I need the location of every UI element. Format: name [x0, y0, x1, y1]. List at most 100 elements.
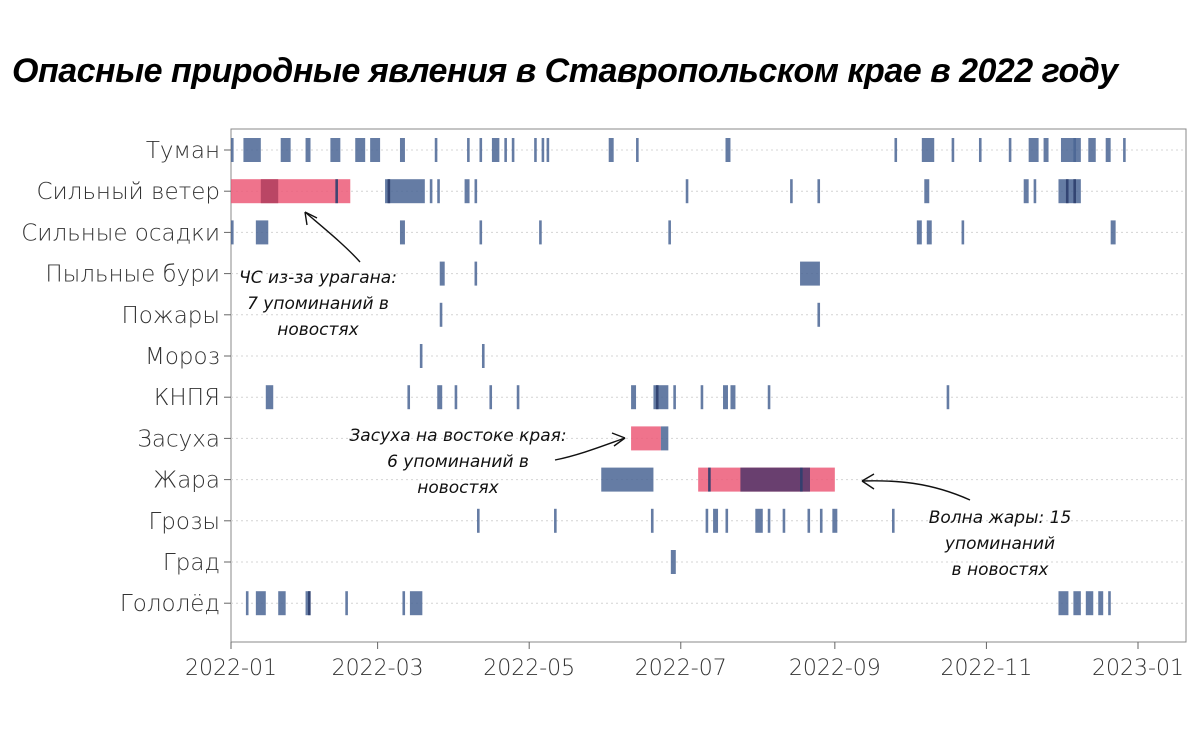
- annotation-text: ЧС из-за урагана:: [239, 268, 397, 288]
- event-bar: [355, 138, 366, 162]
- event-bar: [308, 591, 311, 616]
- x-tick-label: 2022-01: [185, 656, 277, 681]
- row-label: Сильный ветер: [36, 179, 220, 205]
- grid-lines: [230, 128, 1187, 643]
- event-bar: [479, 138, 483, 162]
- row-label: Мороз: [145, 344, 220, 370]
- event-bar: [740, 467, 810, 492]
- event-bar: [437, 179, 440, 204]
- event-bar: [723, 385, 728, 410]
- event-bar: [921, 138, 935, 162]
- event-bar: [1073, 591, 1081, 616]
- event-bar: [243, 138, 261, 162]
- event-bar: [1088, 138, 1096, 162]
- event-bar: [1043, 138, 1049, 162]
- event-bar: [800, 261, 820, 286]
- event-bar: [345, 591, 348, 616]
- row-label: Гололёд: [120, 591, 220, 617]
- row-label: Грозы: [148, 509, 220, 535]
- event-bar: [817, 302, 821, 327]
- event-bars: [231, 138, 1126, 616]
- annotation-text: в новостях: [952, 560, 1050, 580]
- event-bar: [434, 138, 438, 162]
- x-axis: 2022-01 2022-03 2022-05 2022-07 2022-09 2022-…: [185, 642, 1184, 681]
- event-bar: [539, 220, 542, 245]
- event-bar: [419, 344, 423, 368]
- row-label: Засуха: [137, 426, 220, 452]
- event-bar: [481, 344, 485, 368]
- plot-frame: [230, 128, 1187, 643]
- event-bar: [916, 220, 922, 245]
- event-bar: [636, 138, 639, 162]
- event-bar: [399, 220, 405, 245]
- event-bar: [767, 385, 771, 410]
- event-bar: [1085, 591, 1094, 616]
- event-bar: [429, 179, 433, 204]
- event-bar: [767, 508, 771, 533]
- event-bar: [1108, 591, 1111, 616]
- event-bar: [668, 220, 671, 245]
- annotation-text: Засуха на востоке края:: [349, 426, 566, 446]
- event-bar: [231, 179, 351, 204]
- event-bar: [807, 508, 811, 533]
- row-labels: Туман Сильный ветер Сильные осадки Пыльные …: [21, 138, 231, 617]
- event-bar: [800, 467, 803, 492]
- event-bar: [280, 138, 291, 162]
- event-bar: [407, 385, 411, 410]
- event-bar: [1123, 138, 1126, 162]
- x-tick-label: 2023-01: [1092, 656, 1184, 681]
- event-bar: [330, 138, 341, 162]
- event-bar: [1065, 179, 1069, 204]
- event-bar: [631, 426, 661, 451]
- event-bar: [631, 385, 637, 410]
- annotation-text: новостях: [277, 320, 359, 340]
- event-bar: [541, 138, 545, 162]
- event-bar: [387, 179, 391, 204]
- event-bar: [891, 508, 895, 533]
- event-bar: [265, 385, 274, 410]
- event-bar: [402, 591, 406, 616]
- event-bar: [489, 385, 493, 410]
- row-label: Пожары: [121, 303, 220, 329]
- event-bar: [409, 591, 423, 616]
- event-bar: [231, 138, 234, 162]
- annotation-text: Волна жары: 15: [929, 508, 1072, 528]
- row-label: Сильные осадки: [21, 220, 220, 246]
- x-tick-label: 2022-05: [483, 656, 575, 681]
- event-bar: [650, 508, 654, 533]
- event-bar: [951, 138, 955, 162]
- event-bar: [278, 591, 286, 616]
- event-bar: [608, 138, 614, 162]
- event-bar: [725, 508, 729, 533]
- event-bar: [782, 508, 786, 533]
- event-bar: [819, 508, 823, 533]
- event-bar: [894, 138, 898, 162]
- event-bar: [685, 179, 689, 204]
- event-bar: [1058, 179, 1081, 204]
- annotation-text: 6 упоминаний в: [387, 452, 529, 472]
- x-tick-label: 2022-03: [332, 656, 424, 681]
- event-bar: [924, 179, 930, 204]
- event-bar: [705, 508, 709, 533]
- event-bar: [511, 138, 515, 162]
- event-bar: [1008, 138, 1012, 162]
- annotation-arrow: [304, 211, 361, 263]
- event-bar: [255, 220, 269, 245]
- event-bar: [1105, 138, 1111, 162]
- row-label: Град: [163, 550, 220, 576]
- annotation-text: упоминаний: [944, 534, 1055, 554]
- event-bar: [1028, 138, 1039, 162]
- annotation-arrow: [554, 437, 626, 461]
- event-bar: [961, 220, 965, 245]
- arrow-head: [611, 432, 626, 447]
- event-bar: [1060, 138, 1081, 162]
- event-bar: [832, 508, 838, 533]
- annotation-arrow: [861, 480, 971, 501]
- event-bar: [700, 385, 704, 410]
- event-bar: [713, 508, 719, 533]
- chart-title: Опасные природные явления в Ставропольск…: [12, 52, 1118, 90]
- annotation-text: новостях: [417, 478, 499, 498]
- event-bar: [399, 138, 405, 162]
- event-bar: [437, 385, 443, 410]
